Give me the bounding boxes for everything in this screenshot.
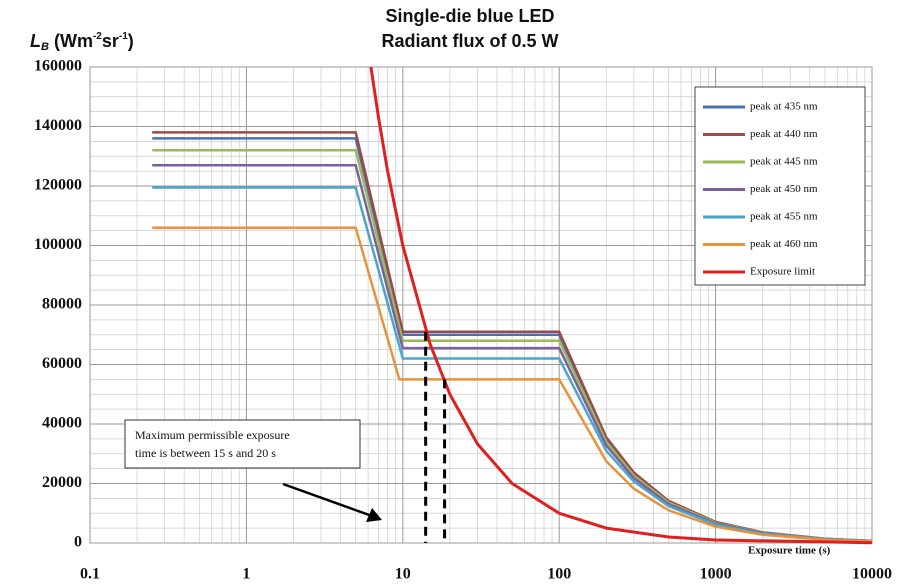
series-line [152,226,873,543]
plot [152,66,873,545]
y-label-part: -1 [119,31,128,42]
y-tick-label: 100000 [34,236,82,253]
x-axis-label: Exposure time (s) [748,545,831,557]
x-tick-label: 0.1 [80,566,100,583]
y-tick-label: 40000 [42,415,82,432]
annotation: time is between 15 s and 20 s [135,446,276,460]
x-tick-label: 10 [395,566,411,583]
y-label-part: B [41,41,49,53]
chart-subtitle: Radiant flux of 0.5 W [381,31,558,51]
y-tick-label: 60000 [42,355,82,372]
legend-label: peak at 440 nm [750,128,818,140]
y-label-part: L [30,31,41,51]
y-label-part: ) [128,31,134,51]
arrow-head [366,508,382,522]
x-tick-label: 1000 [700,566,732,583]
x-tick-label: 100 [547,566,571,583]
y-tick-label: 80000 [42,296,82,313]
legend-label: peak at 460 nm [750,238,818,250]
legend-label: peak at 450 nm [750,183,818,195]
series-line [369,66,873,545]
y-tick-label: 0 [74,534,82,551]
y-axis-label: LB (Wm-2sr-1) [30,31,134,53]
annotation: Maximum permissible exposure [135,428,290,442]
x-tick-label: 1 [242,566,250,583]
x-tick-label: 10000 [852,566,892,583]
legend-label: peak at 455 nm [750,211,818,223]
y-tick-label: 140000 [34,117,82,134]
legend-label: peak at 435 nm [750,101,818,113]
arrow [282,482,373,518]
y-tick-label: 120000 [34,177,82,194]
y-label-part: sr [102,31,119,51]
annotation-box [124,419,361,469]
y-label-part: (Wm [49,31,93,51]
chart-title: Single-die blue LED [385,6,554,26]
legend-box [694,86,866,286]
y-tick-label: 20000 [42,474,82,491]
legend-label: peak at 445 nm [750,156,818,168]
y-label-part: -2 [93,31,102,42]
legend-label: Exposure limit [750,266,815,278]
y-tick-label: 160000 [34,58,82,75]
